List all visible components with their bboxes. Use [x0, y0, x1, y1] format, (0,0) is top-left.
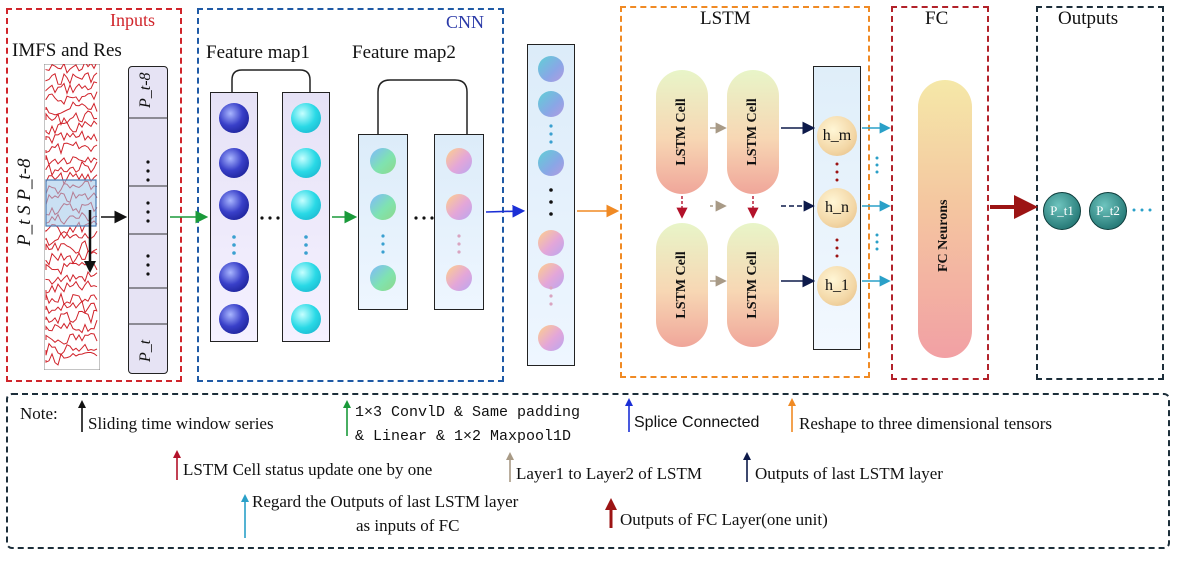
signal-trace	[45, 110, 98, 127]
signal-trace	[45, 332, 98, 345]
sliding-window-highlight	[45, 179, 97, 227]
splice-node	[538, 230, 564, 256]
fm2-node	[370, 194, 396, 220]
signal-trace	[45, 342, 98, 356]
signal-trace	[45, 120, 98, 135]
signal-trace	[45, 309, 98, 325]
signal-trace	[45, 160, 98, 177]
signal-trace	[45, 292, 98, 305]
fm1-node	[291, 262, 321, 292]
signal-trace	[45, 270, 98, 285]
splice-node	[538, 325, 564, 351]
fm1-node	[291, 190, 321, 220]
fm2-node	[446, 148, 472, 174]
signal-trace	[45, 72, 98, 85]
signal-trace	[45, 352, 98, 366]
fm2-node	[370, 265, 396, 291]
fm1-node	[291, 304, 321, 334]
note-fc-input: Regard the Outputs of last LSTM layer	[252, 492, 519, 511]
arrow-cnn-to-splice	[485, 204, 526, 218]
h-node-m: h_m	[817, 116, 857, 156]
cnn-panel	[197, 8, 504, 382]
feature-map-brackets	[231, 69, 468, 135]
fm2-node	[446, 194, 472, 220]
fc-input-dots	[875, 156, 879, 251]
legend-arrows	[78, 398, 796, 538]
h-column-dots	[835, 162, 839, 258]
flow-arrows	[101, 121, 1152, 288]
note-fc-output: Outputs of FC Layer(one unit)	[620, 510, 828, 529]
h-node-n: h_n	[817, 188, 857, 228]
note-box	[6, 393, 1170, 549]
signal-trace	[45, 155, 98, 166]
signal-plot	[44, 64, 100, 370]
sliding-arrow	[84, 210, 96, 273]
splice-node	[538, 150, 564, 176]
splice-dots	[549, 124, 553, 306]
note-sliding-window: Sliding time window series	[88, 414, 274, 433]
signal-trace	[45, 250, 98, 266]
signal-trace	[45, 91, 98, 105]
note-conv: 1×3 ConvlD & Same padding	[355, 404, 581, 421]
lstm-cell: LSTM Cell	[656, 223, 708, 347]
series-title: IMFS and Res	[12, 40, 122, 61]
note-title: Note:	[20, 404, 58, 423]
outputs-panel	[1036, 6, 1164, 380]
signal-trace	[45, 130, 98, 145]
note-layer1-to-2: Layer1 to Layer2 of LSTM	[516, 464, 702, 483]
fc-panel-title: FC	[925, 8, 949, 29]
fm1-node	[219, 190, 249, 220]
lstm-panel	[620, 6, 870, 378]
splice-node	[538, 263, 564, 289]
signal-trace	[45, 300, 98, 315]
fm1-node	[219, 304, 249, 334]
signal-trace	[45, 64, 97, 74]
inputs-panel	[6, 8, 182, 382]
fc-neurons	[918, 80, 972, 358]
note-reshape: Reshape to three dimensional tensors	[799, 414, 1053, 433]
fm1-node	[219, 148, 249, 178]
splice-node	[538, 91, 564, 117]
signal-trace	[45, 101, 98, 116]
signal-trace	[45, 81, 98, 96]
lstm-panel-title: LSTM	[700, 8, 751, 29]
outputs-panel-title: Outputs	[1058, 8, 1119, 29]
fm2-node	[446, 265, 472, 291]
signal-trace	[45, 171, 98, 186]
signal-trace	[45, 141, 98, 155]
inputs-panel-title: Inputs	[110, 10, 155, 30]
note-conv-2: & Linear & 1×2 Maxpool1D	[355, 428, 572, 445]
fc-panel	[891, 6, 989, 380]
note-cell-update: LSTM Cell status update one by one	[183, 460, 433, 479]
splice-node	[538, 56, 564, 82]
note-fc-input-2: as inputs of FC	[356, 516, 460, 535]
cnn-ellipsis-dots	[232, 216, 461, 255]
h-node-1: h_1	[817, 266, 857, 306]
input-column-dividers	[128, 117, 168, 325]
fm1-node	[291, 148, 321, 178]
cnn-panel-title: CNN	[446, 12, 485, 32]
lstm-cell: LSTM Cell	[727, 70, 779, 194]
lstm-cell: LSTM Cell	[656, 70, 708, 194]
fm1-node	[219, 262, 249, 292]
fm1-node	[291, 103, 321, 133]
output-node-p2: P_t2	[1089, 192, 1127, 230]
output-node-p1: P_t1	[1043, 192, 1081, 230]
fm2-node	[370, 148, 396, 174]
feature-map1-label: Feature map1	[206, 42, 310, 63]
note-last-layer: Outputs of last LSTM layer	[755, 464, 943, 483]
feature-map2-label: Feature map2	[352, 42, 456, 63]
signal-trace	[45, 280, 98, 294]
signal-trace	[45, 320, 98, 334]
output-dots	[1132, 208, 1152, 212]
note-splice: Splice Connected	[634, 414, 760, 431]
lstm-cell: LSTM Cell	[727, 223, 779, 347]
fm1-node	[219, 103, 249, 133]
signal-trace	[45, 230, 98, 247]
